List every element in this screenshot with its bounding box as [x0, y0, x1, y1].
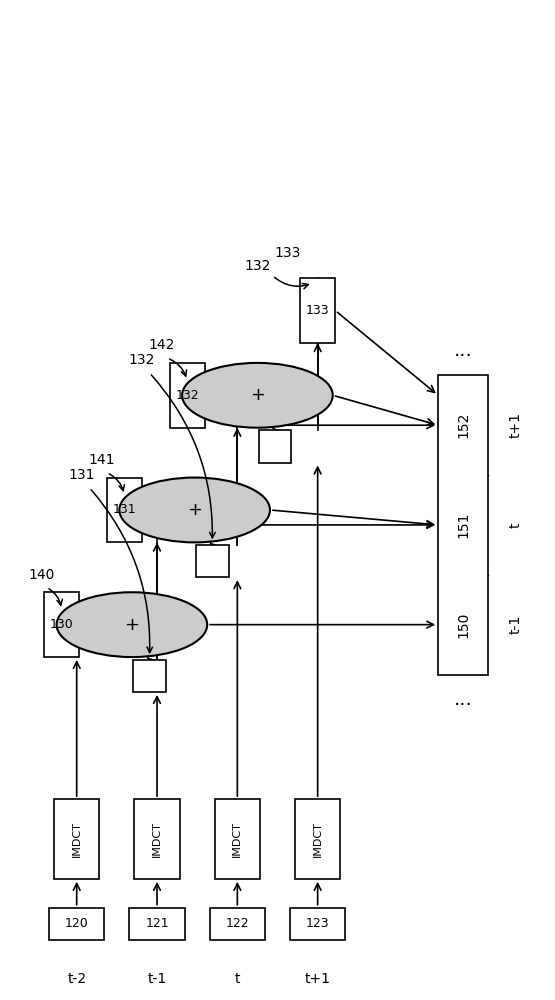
Text: 132: 132: [129, 353, 155, 367]
Text: IMDCT: IMDCT: [312, 821, 322, 857]
Text: +: +: [250, 386, 265, 404]
FancyBboxPatch shape: [44, 592, 79, 657]
FancyBboxPatch shape: [259, 430, 291, 463]
Text: 132: 132: [244, 259, 271, 273]
FancyBboxPatch shape: [129, 908, 185, 940]
Text: 123: 123: [306, 917, 330, 930]
Text: 133: 133: [274, 246, 301, 260]
FancyBboxPatch shape: [107, 478, 142, 542]
Text: t: t: [509, 522, 523, 528]
FancyBboxPatch shape: [300, 278, 335, 343]
Ellipse shape: [57, 592, 207, 657]
Text: 131: 131: [113, 503, 136, 516]
Text: 152: 152: [456, 412, 470, 438]
FancyBboxPatch shape: [196, 545, 229, 577]
Text: 142: 142: [149, 338, 175, 352]
Text: 141: 141: [89, 453, 115, 467]
FancyBboxPatch shape: [215, 799, 260, 879]
Text: 120: 120: [65, 917, 89, 930]
Text: 133: 133: [306, 304, 330, 317]
Text: IMDCT: IMDCT: [233, 821, 243, 857]
Text: ...: ...: [454, 690, 473, 709]
FancyBboxPatch shape: [438, 375, 488, 675]
Text: t: t: [235, 972, 240, 986]
FancyBboxPatch shape: [49, 908, 104, 940]
Text: 130: 130: [50, 618, 73, 631]
FancyBboxPatch shape: [295, 799, 340, 879]
Text: t-2: t-2: [67, 972, 86, 986]
FancyBboxPatch shape: [170, 363, 205, 428]
Text: IMDCT: IMDCT: [72, 821, 82, 857]
Text: 131: 131: [68, 468, 95, 482]
Text: 121: 121: [145, 917, 169, 930]
Text: ...: ...: [454, 341, 473, 360]
Ellipse shape: [119, 478, 270, 542]
Text: 132: 132: [175, 389, 199, 402]
FancyBboxPatch shape: [210, 908, 265, 940]
FancyBboxPatch shape: [134, 799, 180, 879]
Text: t-1: t-1: [509, 615, 523, 634]
Text: +: +: [124, 616, 139, 634]
Text: 151: 151: [456, 512, 470, 538]
FancyBboxPatch shape: [290, 908, 345, 940]
Text: 150: 150: [456, 611, 470, 638]
FancyBboxPatch shape: [54, 799, 99, 879]
Text: t+1: t+1: [305, 972, 331, 986]
Text: 140: 140: [28, 568, 55, 582]
Text: IMDCT: IMDCT: [152, 821, 162, 857]
Ellipse shape: [182, 363, 332, 428]
Text: +: +: [187, 501, 202, 519]
Text: 122: 122: [225, 917, 249, 930]
Text: t+1: t+1: [509, 412, 523, 438]
Text: t-1: t-1: [148, 972, 166, 986]
FancyBboxPatch shape: [133, 660, 166, 692]
